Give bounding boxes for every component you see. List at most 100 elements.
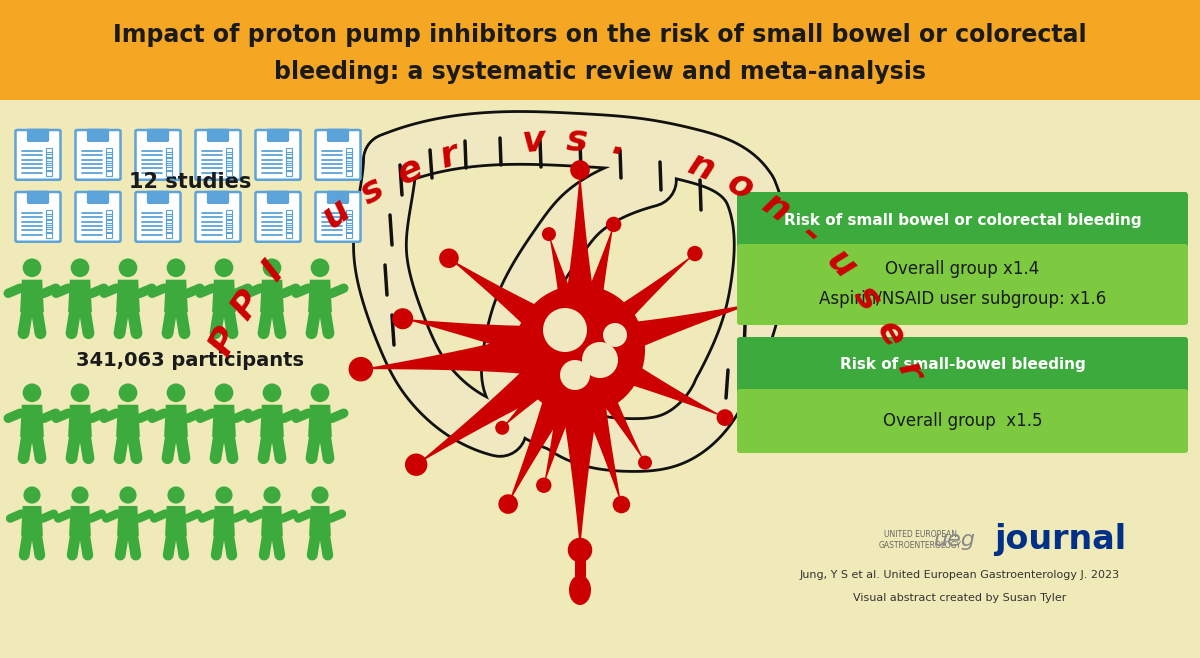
FancyBboxPatch shape	[737, 192, 1188, 248]
Circle shape	[23, 384, 41, 402]
Text: ueg: ueg	[934, 530, 976, 550]
Bar	[226, 232, 233, 238]
Bar	[106, 232, 113, 238]
Bar	[106, 210, 113, 216]
Bar	[0, 0, 1200, 100]
Bar	[346, 170, 353, 176]
Bar	[106, 148, 113, 154]
Polygon shape	[552, 170, 608, 350]
Bar	[226, 148, 233, 154]
Text: r: r	[890, 357, 929, 386]
Bar	[286, 170, 293, 176]
Text: e: e	[870, 314, 912, 352]
Circle shape	[168, 486, 185, 503]
Bar	[166, 210, 173, 216]
Text: Risk of small bowel or colorectal bleeding: Risk of small bowel or colorectal bleedi…	[784, 213, 1141, 228]
Circle shape	[312, 486, 329, 503]
Bar	[286, 157, 293, 163]
Circle shape	[404, 453, 427, 476]
Text: u: u	[316, 192, 356, 235]
Bar	[286, 152, 293, 158]
Text: Aspirin/NSAID user subgroup: x1.6: Aspirin/NSAID user subgroup: x1.6	[818, 290, 1106, 308]
Polygon shape	[68, 280, 92, 312]
FancyBboxPatch shape	[148, 130, 168, 141]
Circle shape	[716, 409, 733, 426]
Bar	[106, 218, 113, 224]
Polygon shape	[563, 340, 646, 463]
Circle shape	[167, 384, 185, 402]
FancyBboxPatch shape	[268, 130, 288, 141]
Polygon shape	[68, 405, 92, 437]
Bar	[286, 228, 293, 234]
Circle shape	[498, 494, 518, 514]
Circle shape	[311, 259, 329, 277]
FancyBboxPatch shape	[256, 192, 300, 241]
Polygon shape	[20, 405, 44, 437]
Polygon shape	[403, 318, 586, 380]
Bar	[226, 223, 233, 229]
FancyBboxPatch shape	[28, 130, 48, 141]
Circle shape	[120, 486, 137, 503]
Bar	[106, 223, 113, 229]
FancyBboxPatch shape	[196, 192, 240, 241]
FancyBboxPatch shape	[316, 192, 360, 241]
Bar	[166, 214, 173, 220]
Bar	[226, 228, 233, 234]
FancyBboxPatch shape	[196, 130, 240, 180]
Bar	[346, 218, 353, 224]
Text: -: -	[793, 216, 827, 252]
Bar	[46, 223, 53, 229]
Polygon shape	[566, 253, 695, 367]
FancyBboxPatch shape	[208, 191, 228, 203]
Bar	[286, 210, 293, 216]
Text: I: I	[256, 255, 290, 288]
Bar	[286, 148, 293, 154]
Circle shape	[392, 308, 413, 329]
Bar	[46, 232, 53, 238]
Circle shape	[72, 486, 89, 503]
Polygon shape	[508, 338, 605, 504]
Text: e: e	[391, 151, 427, 191]
FancyBboxPatch shape	[148, 191, 168, 203]
Bar	[346, 161, 353, 167]
Circle shape	[570, 160, 590, 180]
Polygon shape	[449, 258, 596, 373]
Circle shape	[263, 384, 281, 402]
Bar	[166, 232, 173, 238]
Bar	[46, 170, 53, 176]
FancyBboxPatch shape	[136, 192, 180, 241]
Circle shape	[71, 259, 89, 277]
Polygon shape	[548, 234, 599, 355]
Bar	[226, 214, 233, 220]
Bar	[346, 152, 353, 158]
Circle shape	[515, 285, 646, 415]
Bar	[286, 232, 293, 238]
Bar	[106, 165, 113, 171]
Circle shape	[311, 384, 329, 402]
Bar	[46, 165, 53, 171]
Circle shape	[216, 486, 233, 503]
FancyBboxPatch shape	[16, 192, 60, 241]
FancyBboxPatch shape	[328, 130, 348, 141]
Bar	[286, 214, 293, 220]
Circle shape	[215, 259, 233, 277]
Polygon shape	[212, 280, 236, 312]
Circle shape	[23, 259, 41, 277]
Circle shape	[606, 216, 622, 232]
Bar	[346, 228, 353, 234]
Circle shape	[568, 538, 593, 562]
Text: s: s	[354, 170, 389, 210]
Bar	[46, 210, 53, 216]
Polygon shape	[545, 350, 616, 550]
FancyBboxPatch shape	[16, 130, 60, 180]
Bar	[226, 165, 233, 171]
Polygon shape	[118, 506, 139, 536]
Text: o: o	[721, 164, 760, 207]
Bar	[286, 161, 293, 167]
Polygon shape	[164, 280, 188, 312]
FancyBboxPatch shape	[28, 191, 48, 203]
FancyBboxPatch shape	[256, 130, 300, 180]
Text: Overall group x1.4: Overall group x1.4	[886, 260, 1039, 278]
Bar	[226, 157, 233, 163]
Text: Jung, Y S et al. United European Gastroenterology J. 2023: Jung, Y S et al. United European Gastroe…	[800, 570, 1120, 580]
